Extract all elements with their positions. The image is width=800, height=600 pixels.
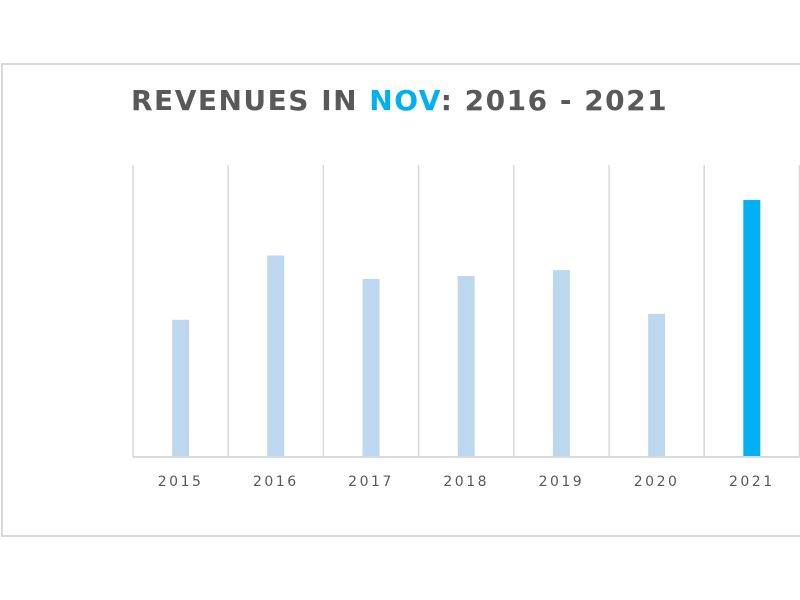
x-tick-labels: 2015 2016 2017 2018 2019 2020 2021 bbox=[158, 474, 775, 490]
x-tick-label: 2015 bbox=[158, 474, 204, 490]
bar-2015 bbox=[172, 319, 190, 457]
title-suffix: : 2016 - 2021 bbox=[440, 84, 669, 117]
x-tick-label: 2021 bbox=[729, 474, 775, 490]
x-tick-label: 2016 bbox=[253, 474, 299, 490]
title-highlight: NOV bbox=[369, 84, 441, 117]
x-tick-label: 2017 bbox=[348, 474, 394, 490]
bar-2017 bbox=[362, 278, 380, 457]
bar-2016 bbox=[267, 255, 285, 457]
x-tick-label: 2018 bbox=[443, 474, 489, 490]
x-tick-label: 2019 bbox=[539, 474, 585, 490]
gridlines bbox=[132, 165, 800, 457]
x-tick-label: 2020 bbox=[634, 474, 680, 490]
bar-2020 bbox=[648, 313, 666, 457]
bar-2018 bbox=[457, 275, 475, 457]
bar-2021 bbox=[743, 200, 761, 458]
chart-title: REVENUES IN NOV: 2016 - 2021 bbox=[131, 84, 668, 117]
bar-2019 bbox=[552, 270, 570, 457]
title-prefix: REVENUES IN bbox=[131, 84, 370, 117]
bars bbox=[172, 200, 761, 458]
